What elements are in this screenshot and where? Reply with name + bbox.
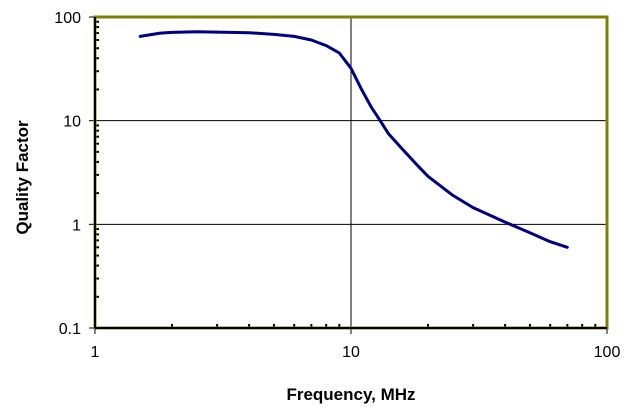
x-tick-label: 10: [342, 344, 360, 361]
y-tick-label: 0.1: [59, 321, 81, 338]
tick-labels: 1 10 100 0.1 1 10 100: [54, 10, 620, 361]
y-tick-label: 10: [63, 114, 81, 131]
y-tick-label: 100: [54, 10, 81, 27]
y-axis-title: Quality Factor: [13, 120, 32, 235]
grid: [95, 17, 607, 328]
y-tick-label: 1: [72, 217, 81, 234]
x-axis-title: Frequency, MHz: [286, 385, 415, 404]
series-layer: [138, 30, 569, 249]
x-tick-label: 1: [91, 344, 100, 361]
x-tick-label: 100: [594, 344, 621, 361]
series-line: [138, 30, 569, 249]
